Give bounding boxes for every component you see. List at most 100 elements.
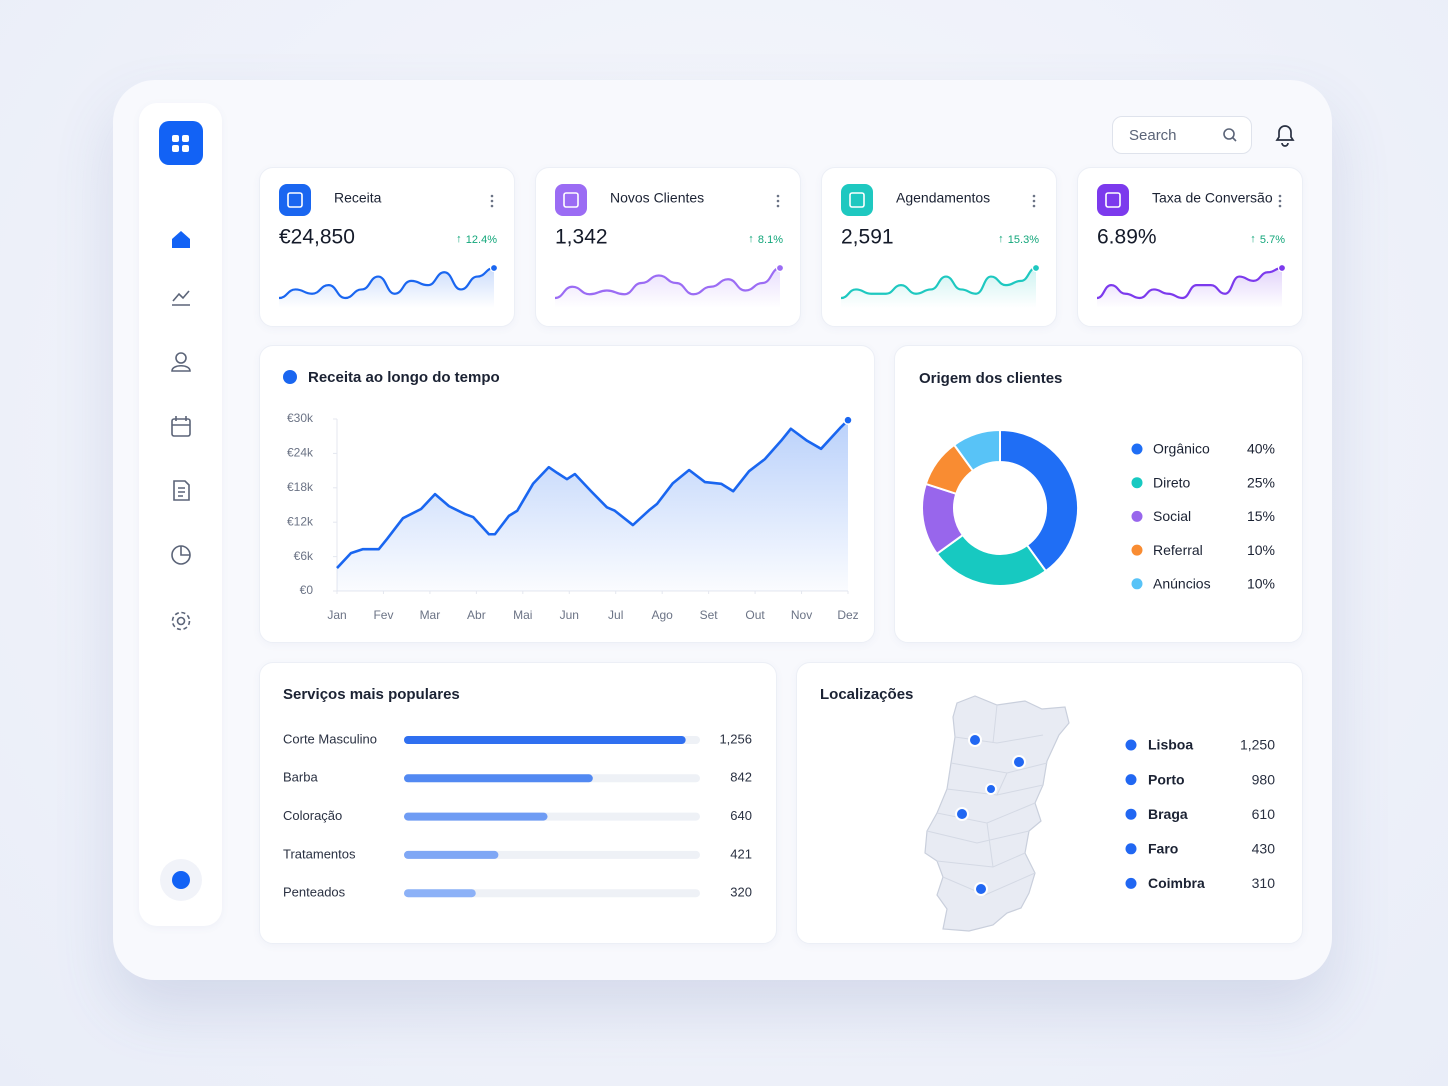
x-tick-label: Mai	[513, 608, 532, 622]
y-tick-label: €30k	[287, 411, 314, 425]
chart-title: Origem dos clientes	[919, 370, 1062, 387]
kpi-change-arrow: ↑	[998, 233, 1004, 245]
portugal-map	[924, 695, 1070, 932]
donut-slice	[952, 428, 1001, 473]
kpi-value: 6.89%	[1097, 226, 1157, 249]
bar-label: Coloração	[283, 808, 342, 823]
profile-avatar[interactable]	[172, 871, 190, 889]
calendar-icon[interactable]	[171, 416, 191, 437]
kpi-card: Agendamentos 2,591 15.3% ↑	[821, 167, 1057, 327]
x-tick-label: Jan	[327, 608, 346, 622]
location-name: Coimbra	[1148, 875, 1205, 891]
kpi-icon-glyph	[287, 192, 303, 208]
legend-dot	[1131, 544, 1143, 556]
bar-label: Penteados	[283, 885, 346, 900]
analytics-icon[interactable]	[172, 290, 190, 306]
location-dot	[1125, 739, 1137, 751]
legend-label: Anúncios	[1153, 576, 1211, 592]
title-dot	[283, 370, 297, 384]
chart-title: Serviços mais populares	[283, 686, 460, 703]
settings-icon[interactable]	[171, 611, 191, 631]
location-value: 1,250	[1240, 737, 1275, 753]
spark-area	[841, 268, 1036, 308]
logo[interactable]	[159, 121, 203, 165]
x-tick-label: Out	[745, 608, 765, 622]
kpi-icon	[1097, 184, 1129, 216]
spark-end	[489, 263, 499, 273]
y-tick-label: €24k	[287, 446, 314, 460]
location-value: 430	[1252, 841, 1276, 857]
kpi-label: Taxa de Conversão	[1152, 190, 1273, 206]
user-icon[interactable]	[171, 352, 191, 372]
bar	[404, 736, 686, 744]
spark-area	[555, 268, 780, 308]
area	[337, 420, 848, 591]
value-label: 40%	[1247, 441, 1275, 457]
location-name: Porto	[1148, 771, 1185, 787]
kpi-change: 5.7%	[1260, 234, 1285, 246]
legend-label: Orgânico	[1153, 441, 1210, 457]
sparkline	[278, 266, 495, 300]
kebab-dot	[1032, 194, 1036, 198]
value-label: 25%	[1247, 474, 1275, 490]
kebab-dot	[490, 194, 494, 198]
kpi-content: Taxa de Conversão 6.89% 5.7% ↑	[1096, 184, 1287, 308]
kpi-card: Novos Clientes 1,342 8.1% ↑	[535, 167, 801, 327]
legend-label: Direto	[1153, 474, 1191, 490]
legend-dot	[1131, 443, 1143, 455]
revenue-chart: Receita ao longo do tempo €0 €6k €12k €18k €2…	[283, 369, 859, 622]
kebab-dot	[1278, 204, 1282, 208]
report-icon[interactable]	[171, 545, 191, 565]
kebab-dot	[1032, 204, 1036, 208]
y-tick-label: €6k	[294, 549, 314, 563]
kpi-change: 8.1%	[758, 234, 783, 246]
document-icon[interactable]	[173, 480, 190, 501]
kpi-icon-glyph	[1105, 192, 1121, 208]
location-value: 610	[1252, 806, 1276, 822]
kpi-change-arrow: ↑	[456, 233, 462, 245]
location-name: Braga	[1148, 806, 1188, 822]
value-label: 10%	[1247, 576, 1275, 592]
kpi-change: 12.4%	[466, 234, 497, 246]
value-label: 842	[730, 770, 752, 785]
kpi-content: Novos Clientes 1,342 8.1% ↑	[554, 184, 785, 308]
locations-panel: Localizações Lisboa 1,250 Porto 980 Braga 610…	[820, 686, 1276, 932]
home-icon[interactable]	[172, 231, 190, 248]
value-label: 10%	[1247, 542, 1275, 558]
kpi-icon-glyph	[849, 192, 865, 208]
kpi-label: Novos Clientes	[610, 190, 704, 206]
kpi-icon-glyph	[563, 192, 579, 208]
kpi-icon	[555, 184, 587, 216]
x-tick-label: Fev	[373, 608, 393, 622]
bar	[404, 774, 593, 783]
bar	[404, 812, 548, 821]
kpi-card: Receita €24,850 12.4% ↑	[259, 167, 515, 327]
location-dot	[1125, 808, 1137, 820]
y-tick-label: €18k	[287, 480, 314, 494]
bell-icon[interactable]	[1272, 122, 1298, 148]
x-tick-label: Nov	[791, 608, 812, 622]
x-tick-label: Dez	[837, 608, 858, 622]
spark-area	[1097, 268, 1282, 308]
search-box[interactable]: Search	[1112, 116, 1252, 154]
kpi-value: 1,342	[555, 226, 608, 249]
bar-label: Tratamentos	[283, 846, 356, 861]
value-label: 1,256	[719, 731, 752, 746]
kebab-dot	[776, 194, 780, 198]
bar-track	[404, 889, 700, 898]
legend-dot	[1131, 510, 1143, 522]
revenue-card: Receita ao longo do tempo €0 €6k €12k €18k €2…	[259, 345, 875, 643]
bar	[404, 889, 476, 898]
kpi-change-arrow: ↑	[748, 233, 754, 245]
kebab-dot	[490, 199, 494, 203]
kpi-change: 15.3%	[1008, 234, 1039, 246]
sparkline	[840, 266, 1037, 300]
spark-end	[1031, 263, 1041, 273]
chart-title: Receita ao longo do tempo	[308, 369, 500, 386]
location-value: 980	[1252, 771, 1276, 787]
y-tick-label: €0	[300, 583, 314, 597]
spark-end	[1277, 263, 1287, 273]
location-name: Faro	[1148, 841, 1178, 857]
bar-label: Corte Masculino	[283, 731, 377, 746]
legend-label: Referral	[1153, 542, 1203, 558]
